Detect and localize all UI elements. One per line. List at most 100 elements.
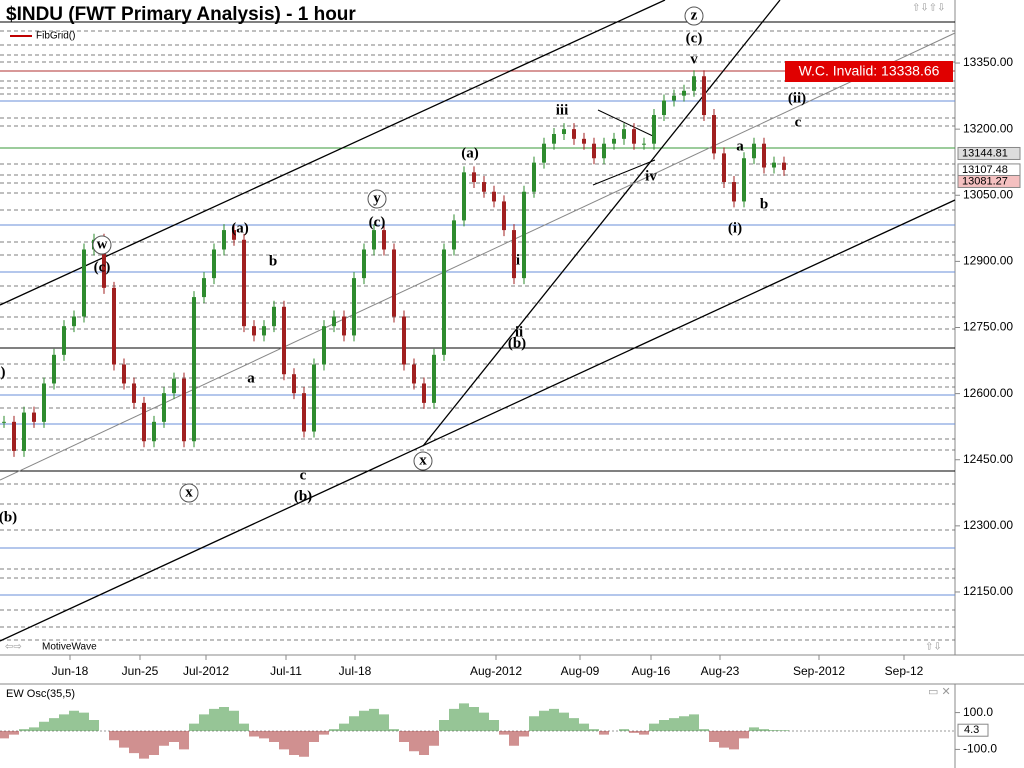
candle xyxy=(482,182,486,192)
x-tick-label: Aug-2012 xyxy=(470,664,522,678)
wave-circle xyxy=(92,235,112,255)
chart-title: $INDU (FWT Primary Analysis) - 1 hour xyxy=(6,4,356,25)
wave-label: i xyxy=(516,252,520,268)
y-tick-label: 13200.00 xyxy=(963,121,1013,135)
candle xyxy=(2,421,6,423)
candle xyxy=(782,162,786,170)
candle xyxy=(132,383,136,403)
x-tick-label: Jun-25 xyxy=(122,664,159,678)
candle xyxy=(652,115,656,144)
candle xyxy=(412,364,416,384)
candle xyxy=(682,90,686,96)
candle xyxy=(192,297,196,442)
x-tick-label: Jun-18 xyxy=(52,664,89,678)
candle xyxy=(272,306,276,327)
candle xyxy=(342,316,346,336)
candle xyxy=(672,95,676,101)
osc-value-label: 4.3 xyxy=(964,724,979,736)
x-tick-label: Sep-2012 xyxy=(793,664,845,678)
candle xyxy=(752,143,756,159)
candle xyxy=(282,306,286,375)
candle xyxy=(552,133,556,144)
pane-icons[interactable]: ⇧⇩⇧⇩ xyxy=(912,3,946,14)
osc-tick-label: -100.0 xyxy=(963,742,997,756)
candle xyxy=(162,393,166,422)
y-tick-label: 13050.00 xyxy=(963,187,1013,201)
candle xyxy=(312,364,316,432)
wave-label: a xyxy=(247,370,255,386)
trend-line xyxy=(592,159,656,186)
wave-label: c xyxy=(300,467,307,483)
wave-label: iv xyxy=(645,168,657,184)
candle xyxy=(762,143,766,168)
candle xyxy=(732,182,736,202)
candle xyxy=(222,230,226,250)
x-tick-label: Jul-2012 xyxy=(183,664,229,678)
candle xyxy=(72,316,76,327)
x-tick-label: Sep-12 xyxy=(885,664,924,678)
candle xyxy=(472,172,476,183)
wave-label: b xyxy=(269,253,277,269)
candle xyxy=(202,278,206,298)
price-box xyxy=(957,146,1021,160)
wave-label: (b) xyxy=(508,335,526,351)
wave-label: b xyxy=(760,196,768,212)
wave-label: (i) xyxy=(728,220,742,236)
wave-label: (c) xyxy=(94,259,111,275)
candle xyxy=(82,249,86,317)
candle xyxy=(772,162,776,168)
candle xyxy=(172,378,176,394)
candle xyxy=(522,191,526,279)
invalidation-box xyxy=(785,61,953,82)
wave-label: (b) xyxy=(0,509,17,525)
candle xyxy=(702,76,706,116)
grid-layer xyxy=(0,0,956,642)
candle xyxy=(142,402,146,442)
candle xyxy=(592,143,596,159)
candle xyxy=(662,100,666,116)
wave-label: (a) xyxy=(461,145,479,161)
trend-line xyxy=(0,0,666,306)
candle xyxy=(502,201,506,231)
candle xyxy=(452,220,456,250)
price-box xyxy=(957,174,1021,188)
wave-circle xyxy=(367,189,387,209)
candle xyxy=(492,191,496,202)
wave-label: x xyxy=(419,452,427,468)
wave-label: ) xyxy=(1,364,6,380)
scroll-icons[interactable]: ⇦⇨ xyxy=(5,642,22,653)
candle xyxy=(562,129,566,134)
trend-line xyxy=(0,32,956,481)
candle xyxy=(542,143,546,163)
trend-line xyxy=(422,0,781,447)
y-tick-label: 12600.00 xyxy=(963,386,1013,400)
candle xyxy=(212,249,216,279)
candle xyxy=(292,374,296,394)
candle xyxy=(532,162,536,192)
zoom-icons[interactable]: ⇧⇩ xyxy=(925,642,942,653)
candle xyxy=(102,239,106,288)
y-tick-label: 12150.00 xyxy=(963,584,1013,598)
candle xyxy=(232,230,236,240)
price-box-label: 13081.27 xyxy=(962,175,1008,187)
candle xyxy=(122,364,126,384)
candle xyxy=(572,129,576,139)
candle xyxy=(182,378,186,442)
candle xyxy=(622,129,626,139)
osc-icons[interactable]: ▭ ✕ xyxy=(928,686,951,698)
osc-title: EW Osc(35,5) xyxy=(6,688,75,700)
wave-label: y xyxy=(373,190,381,206)
candle xyxy=(582,138,586,144)
candle xyxy=(362,249,366,279)
wave-circle xyxy=(684,6,704,26)
watermark: MotiveWave xyxy=(42,642,97,653)
candle xyxy=(422,383,426,403)
wave-label: (a) xyxy=(231,220,249,236)
y-tick-label: 12750.00 xyxy=(963,320,1013,334)
candle xyxy=(242,239,246,327)
y-tick-label: 12450.00 xyxy=(963,452,1013,466)
candle xyxy=(712,115,716,154)
wave-circle xyxy=(413,451,433,471)
candle xyxy=(32,412,36,422)
